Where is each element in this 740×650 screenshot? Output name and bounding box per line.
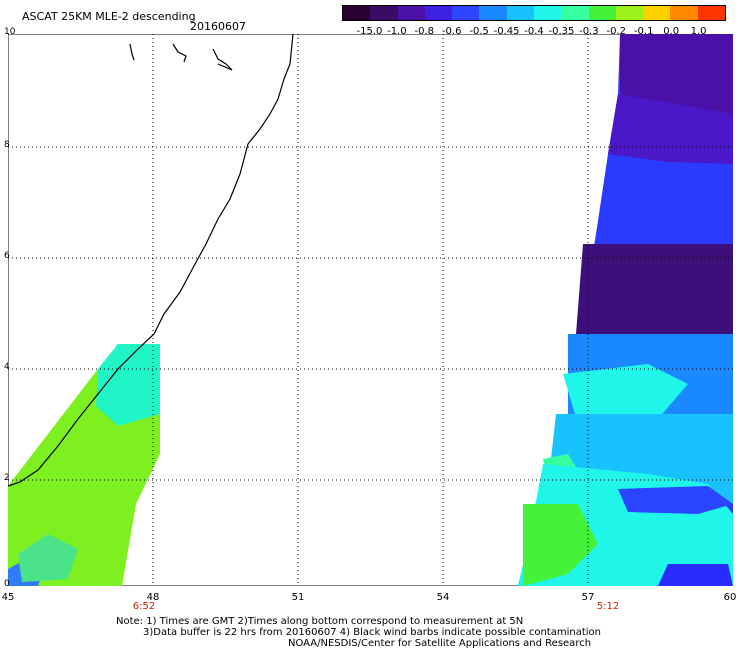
- lon-tick-label: 51: [291, 592, 305, 603]
- lat-tick-label: 8: [4, 140, 10, 150]
- color-scale-label: -0.8: [414, 26, 435, 37]
- color-scale-label: -0.1: [633, 26, 654, 37]
- color-scale-swatch: [479, 6, 507, 20]
- footnote-line: NOAA/NESDIS/Center for Satellite Applica…: [288, 638, 592, 649]
- scatterometer-map: [8, 34, 733, 586]
- island-outline: [172, 43, 187, 63]
- color-scale-label: -15.0: [356, 26, 383, 37]
- island-outline: [129, 43, 135, 61]
- color-scale-label: -0.45: [493, 26, 520, 37]
- coastline: [8, 34, 294, 487]
- lon-tick-label: 60: [723, 592, 737, 603]
- pass-time-label: 6:52: [132, 601, 156, 612]
- color-scale-label: -0.3: [579, 26, 599, 37]
- lat-tick-label: 6: [4, 251, 10, 261]
- lat-tick-label: 2: [4, 473, 10, 483]
- color-scale-swatch: [588, 6, 616, 20]
- lat-tick-label: 10: [4, 27, 16, 37]
- lon-tick-label: 48: [146, 592, 160, 603]
- lon-tick-label: 45: [1, 592, 15, 603]
- lat-tick-label: 4: [4, 362, 10, 372]
- color-scale-swatch: [670, 6, 698, 20]
- lat-lon-grid: [8, 34, 733, 586]
- swath-west: [8, 344, 160, 586]
- lon-tick-label: 54: [436, 592, 450, 603]
- footnote-line: 3)Data buffer is 22 hrs from 20160607 4)…: [143, 627, 601, 638]
- color-scale-swatch: [533, 6, 562, 20]
- color-scale-label: -0.4: [524, 26, 544, 37]
- color-scale-swatch: [643, 6, 671, 20]
- map-title: ASCAT 25KM MLE-2 descending: [22, 10, 196, 23]
- color-scale-label: -1.0: [387, 26, 407, 37]
- color-scale-swatch: [697, 6, 725, 20]
- color-scale-swatch: [343, 6, 371, 20]
- color-scale-label: -0.5: [469, 26, 489, 37]
- pass-time-label: 5:12: [596, 601, 620, 612]
- lat-tick-label: 0: [4, 579, 10, 589]
- color-scale-label: -0.2: [606, 26, 627, 37]
- color-scale-label: 0.0: [663, 26, 680, 37]
- color-scale-swatch: [561, 6, 589, 20]
- island-outline: [212, 48, 233, 71]
- footnote-line: Note: 1) Times are GMT 2)Times along bot…: [116, 616, 524, 627]
- lon-tick-label: 57: [581, 592, 595, 603]
- color-scale-swatch: [424, 6, 453, 20]
- swath-east: [518, 34, 733, 586]
- color-scale-label: 1.0: [690, 26, 707, 37]
- color-scale-label: -0.35: [548, 26, 575, 37]
- color-scale-swatch: [397, 6, 425, 20]
- color-scale-swatch: [615, 6, 644, 20]
- map-date: 20160607: [190, 20, 246, 33]
- color-scale-label: -0.6: [441, 26, 462, 37]
- color-scale-swatch: [506, 6, 534, 20]
- color-scale-swatch: [370, 6, 398, 20]
- color-scale-bar: [342, 5, 726, 21]
- color-scale-swatch: [452, 6, 480, 20]
